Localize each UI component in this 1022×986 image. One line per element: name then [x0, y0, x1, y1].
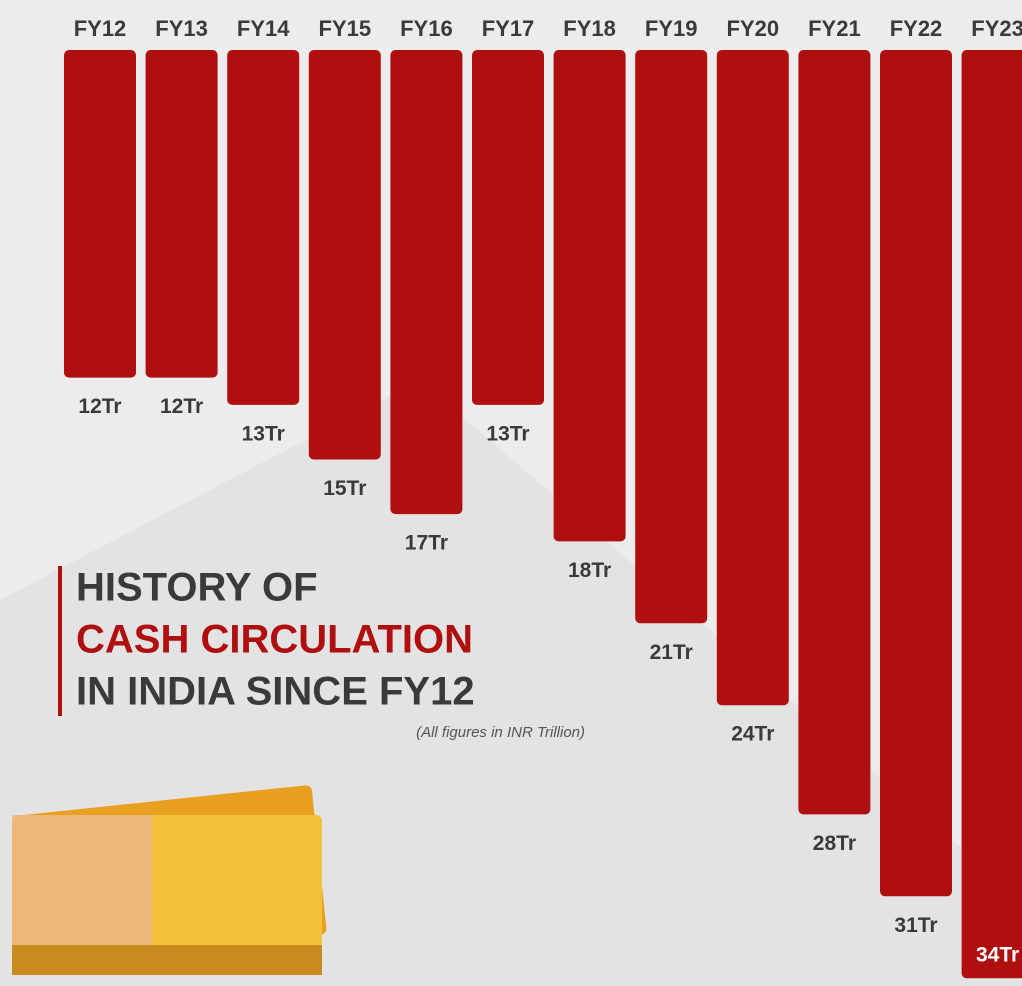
x-tick-label: FY16: [400, 16, 453, 41]
chart-title: CASH CIRCULATION: [76, 618, 473, 662]
value-label: 15Tr: [323, 477, 366, 500]
x-tick-label: FY21: [808, 16, 861, 41]
value-label: 21Tr: [650, 641, 693, 664]
value-label: 31Tr: [894, 914, 937, 937]
bar: [64, 50, 136, 378]
x-tick-label: FY23: [971, 16, 1022, 41]
bar: [798, 50, 870, 814]
value-label: 13Tr: [486, 422, 529, 445]
value-label: 17Tr: [405, 532, 448, 555]
chart-subtitle: (All figures in INR Trillion): [416, 724, 585, 741]
x-tick-label: FY20: [727, 16, 780, 41]
value-label: 12Tr: [78, 395, 121, 418]
chart: HISTORY OF CASH CIRCULATION IN INDIA SIN…: [0, 0, 1022, 986]
value-label: 18Tr: [568, 559, 611, 582]
value-label: 24Tr: [731, 723, 774, 746]
chart-title: IN INDIA SINCE FY12: [76, 670, 475, 714]
value-label: 12Tr: [160, 395, 203, 418]
value-label: 13Tr: [242, 422, 285, 445]
bar: [717, 50, 789, 705]
x-tick-label: FY12: [74, 16, 127, 41]
title-accent: [58, 566, 62, 716]
chart-title: HISTORY OF: [76, 566, 318, 610]
bar: [146, 50, 218, 378]
bar: [962, 50, 1022, 978]
x-tick-label: FY14: [237, 16, 290, 41]
bar: [880, 50, 952, 896]
bar: [227, 50, 299, 405]
money-illustration: [12, 785, 327, 975]
value-label: 28Tr: [813, 832, 856, 855]
bar: [309, 50, 381, 460]
bar: [472, 50, 544, 405]
x-tick-label: FY13: [155, 16, 208, 41]
bar: [390, 50, 462, 514]
x-tick-label: FY19: [645, 16, 698, 41]
x-tick-label: FY22: [890, 16, 943, 41]
x-tick-label: FY18: [563, 16, 616, 41]
x-tick-label: FY17: [482, 16, 535, 41]
bar: [554, 50, 626, 541]
bar: [635, 50, 707, 623]
x-tick-label: FY15: [319, 16, 372, 41]
page: HISTORY OF CASH CIRCULATION IN INDIA SIN…: [0, 0, 1022, 986]
value-label: 34Tr: [976, 944, 1019, 967]
